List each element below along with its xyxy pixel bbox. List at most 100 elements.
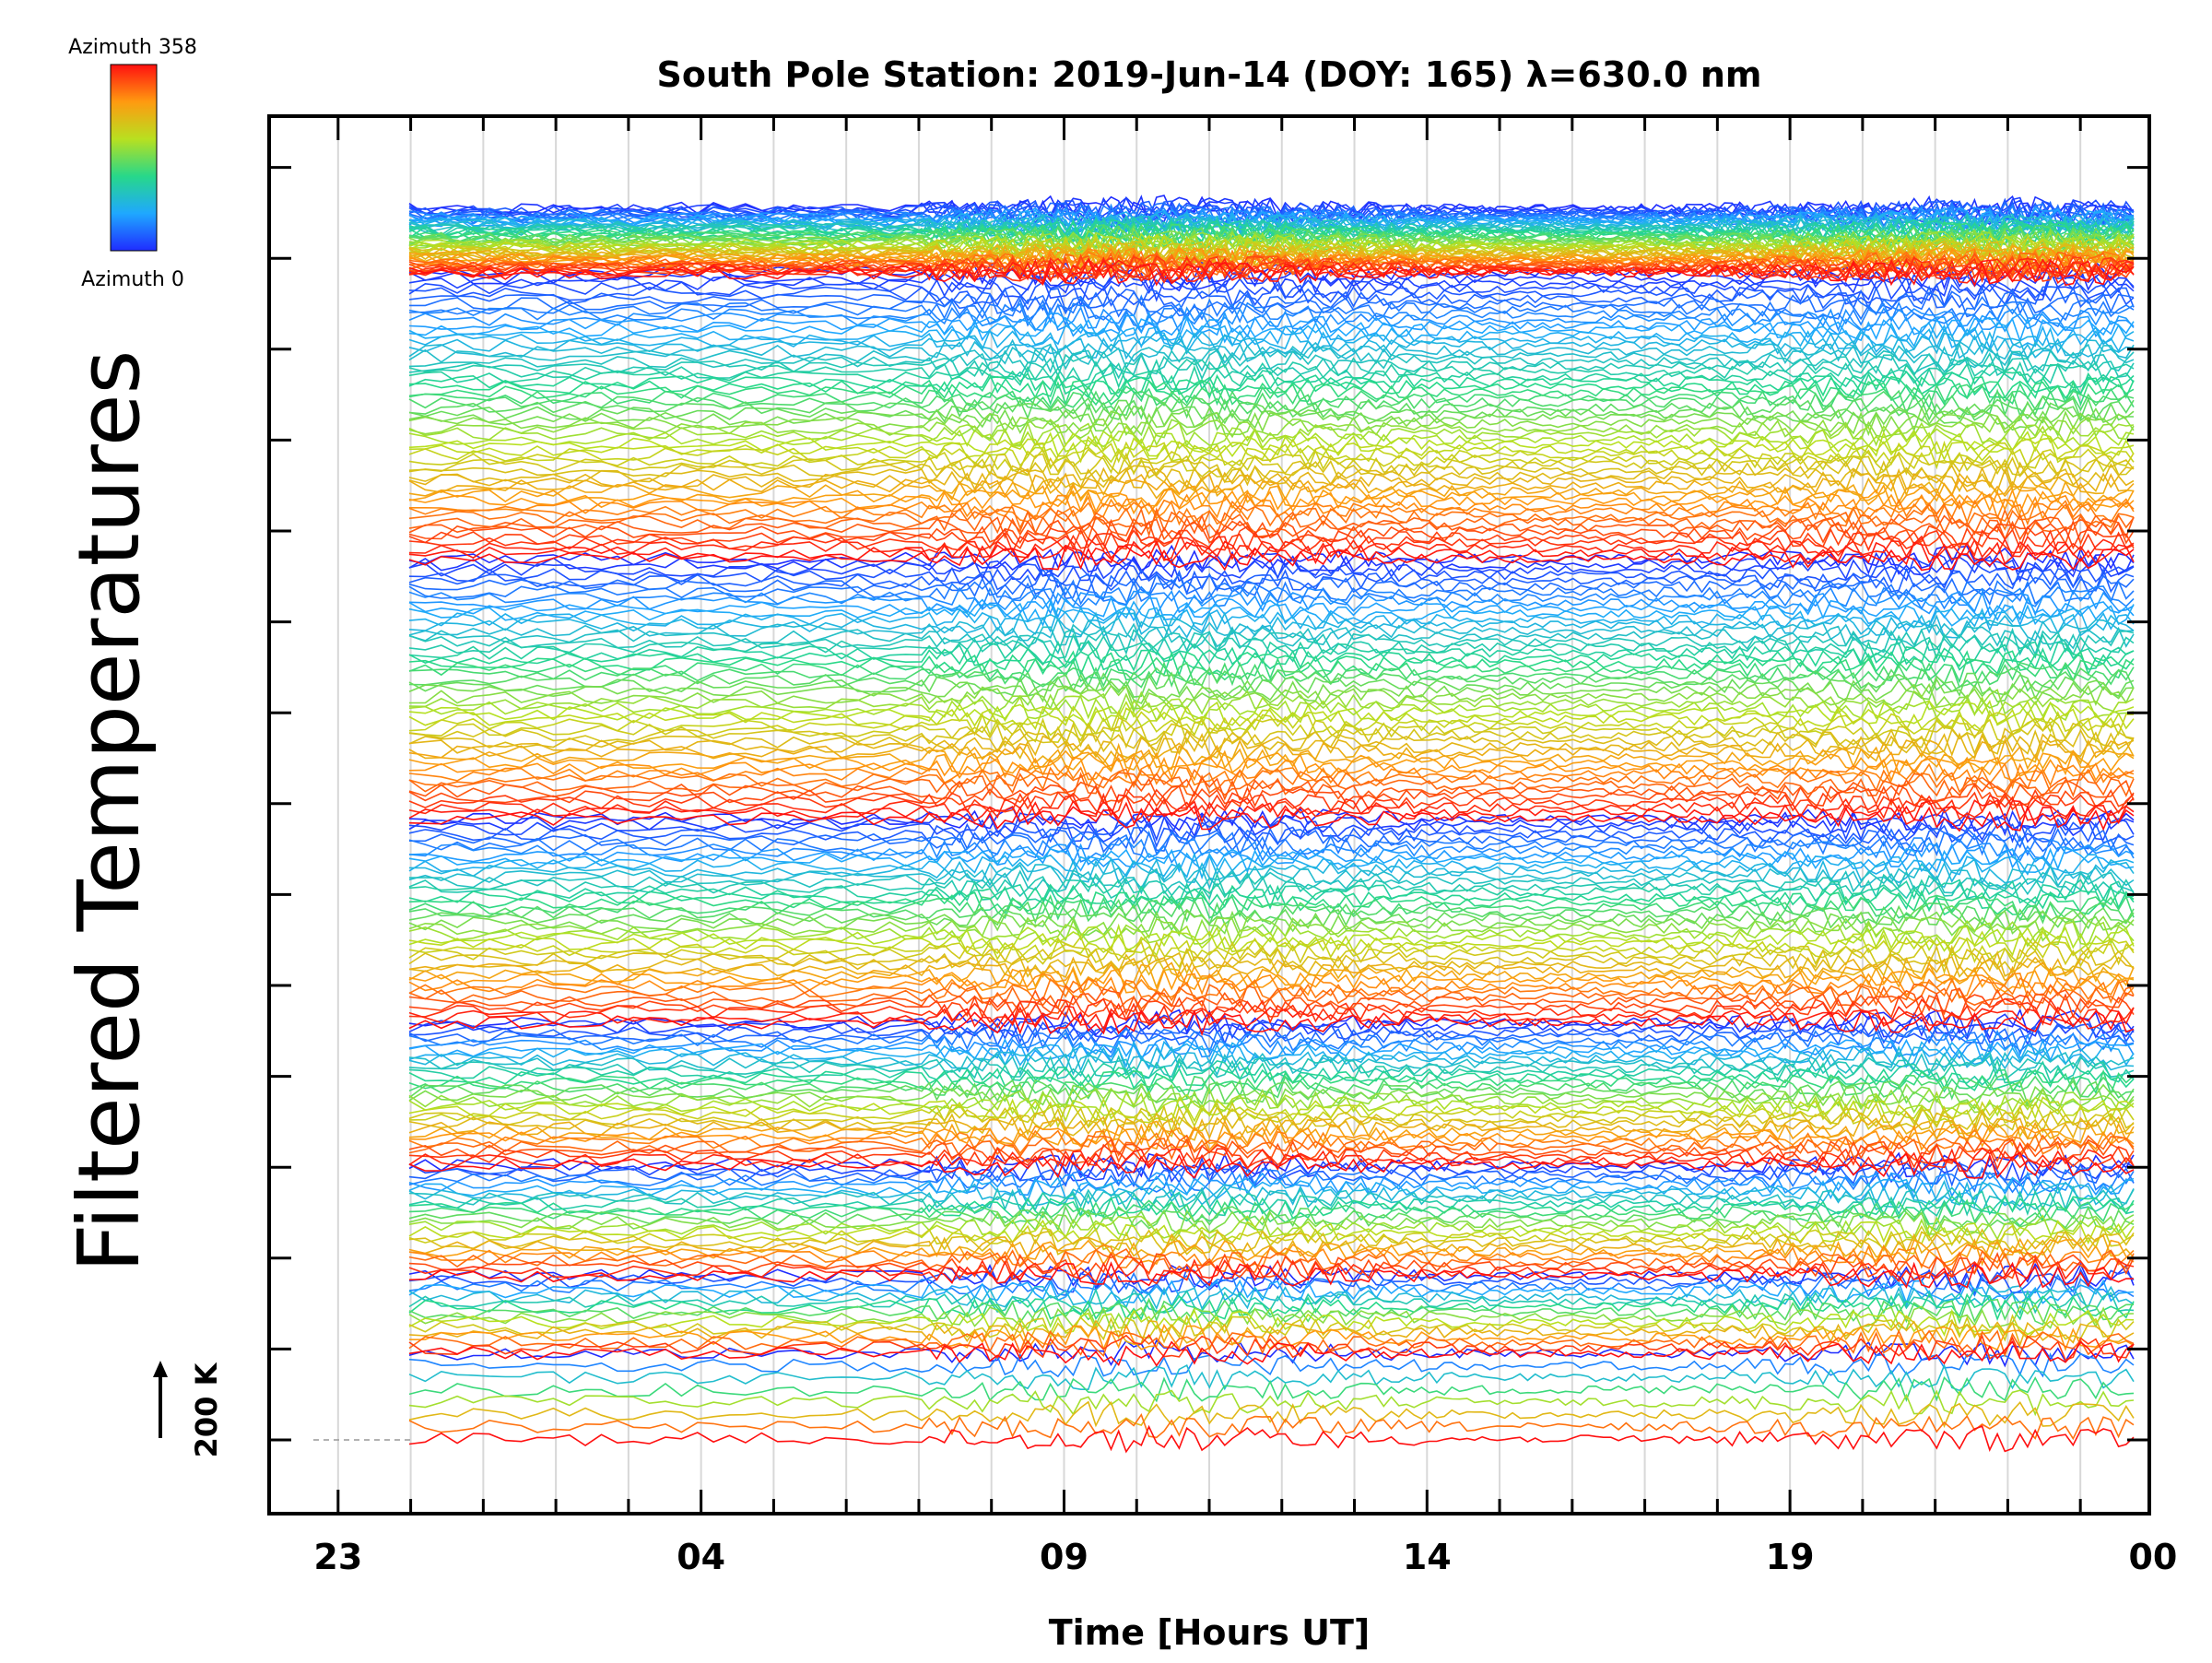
temperature-trace	[408, 425, 2135, 453]
temperature-trace	[408, 523, 2135, 552]
temperature-trace	[408, 351, 2135, 381]
temperature-trace	[408, 671, 2135, 701]
temperature-trace	[408, 1040, 2135, 1068]
temperature-trace	[408, 294, 2135, 324]
temperature-trace	[408, 513, 2135, 541]
temperature-trace	[408, 1101, 2135, 1129]
temperature-trace	[408, 1138, 2135, 1165]
temperature-trace	[408, 1079, 2135, 1106]
temperature-trace	[408, 830, 2135, 859]
temperature-trace	[408, 836, 2135, 864]
temperature-trace	[408, 1329, 2135, 1358]
temperature-trace	[408, 1134, 2135, 1161]
temperature-trace	[408, 878, 2135, 905]
temperature-trace	[408, 1119, 2135, 1148]
temperature-trace	[408, 856, 2135, 886]
temperature-trace	[408, 909, 2135, 938]
temperature-trace	[408, 1314, 2135, 1342]
temperature-trace	[408, 1051, 2135, 1079]
temperature-trace	[408, 316, 2135, 346]
temperature-trace	[408, 1194, 2135, 1222]
colorbar-legend: Azimuth 358 Azimuth 0	[68, 36, 197, 291]
x-tick-labels: 23 04 09 14 19 00	[313, 1537, 2177, 1577]
temperature-trace	[408, 466, 2135, 495]
temperature-trace	[408, 596, 2135, 622]
x-tick-label: 14	[1403, 1537, 1452, 1577]
temperature-trace	[408, 799, 2135, 826]
temperature-trace	[408, 997, 2135, 1026]
temperature-trace	[408, 783, 2135, 809]
temperature-trace	[408, 649, 2135, 678]
scale-bar: 200 K	[153, 1361, 224, 1457]
temperature-trace	[408, 1096, 2135, 1124]
temperature-trace	[408, 1005, 2135, 1032]
temperature-trace	[408, 1115, 2135, 1142]
temperature-trace	[408, 815, 2135, 843]
temperature-trace	[408, 1008, 2135, 1037]
temperature-trace	[408, 478, 2135, 505]
temperature-trace	[408, 987, 2135, 1017]
temperature-trace	[408, 589, 2135, 617]
temperature-trace	[408, 507, 2135, 538]
temperature-trace	[408, 622, 2135, 650]
temperature-trace	[408, 1287, 2135, 1316]
temperature-trace	[408, 1123, 2135, 1151]
temperature-trace	[408, 545, 2135, 572]
temperature-trace	[408, 761, 2135, 790]
temperature-trace	[408, 1303, 2135, 1331]
temperature-trace	[408, 872, 2135, 901]
colorbar-max-label: Azimuth 358	[68, 36, 197, 59]
temperature-trace	[408, 639, 2135, 666]
temperature-trace	[408, 772, 2135, 798]
temperature-trace	[408, 890, 2135, 917]
temperature-trace	[408, 394, 2135, 421]
temperature-trace	[408, 842, 2135, 869]
temperature-trace	[408, 1319, 2135, 1348]
temperature-trace	[408, 883, 2135, 911]
temperature-trace	[408, 1031, 2135, 1059]
temperature-trace	[408, 1400, 2135, 1429]
temperature-trace	[408, 1334, 2135, 1362]
temperature-trace	[408, 820, 2135, 849]
temperature-trace	[408, 722, 2135, 749]
temperature-trace	[408, 1189, 2135, 1218]
temperature-trace	[408, 1412, 2135, 1441]
temperature-trace	[408, 1147, 2135, 1173]
temperature-trace	[409, 492, 2135, 521]
temperature-trace	[408, 1224, 2135, 1252]
temperature-trace	[408, 689, 2135, 716]
temperature-trace	[408, 606, 2135, 633]
temperature-trace	[408, 211, 2135, 239]
temperature-trace	[408, 342, 2135, 370]
temperature-trace	[408, 1104, 2135, 1135]
temperature-trace	[408, 212, 2135, 237]
temperature-trace	[408, 1261, 2135, 1289]
temperature-trace	[408, 256, 2135, 285]
temperature-trace	[408, 472, 2135, 500]
temperature-trace	[408, 944, 2135, 975]
temperature-trace	[408, 1323, 2135, 1352]
temperature-trace	[408, 611, 2135, 639]
temperature-trace	[408, 1065, 2135, 1091]
temperature-trace	[408, 281, 2135, 308]
temperature-trace	[408, 1268, 2135, 1296]
temperature-trace	[408, 1068, 2135, 1096]
temperature-trace	[408, 1151, 2135, 1179]
x-tick-label: 23	[313, 1537, 362, 1577]
temperature-trace	[408, 1179, 2135, 1209]
temperature-trace	[408, 851, 2135, 880]
temperature-trace	[408, 1082, 2135, 1110]
temperature-trace	[408, 237, 2135, 265]
temperature-trace	[408, 1424, 2135, 1454]
temperature-trace	[408, 311, 2135, 338]
temperature-trace	[408, 1228, 2135, 1256]
temperature-trace	[408, 1185, 2135, 1213]
temperature-trace	[408, 498, 2135, 526]
temperature-trace	[408, 732, 2135, 761]
temperature-trace	[408, 1363, 2135, 1392]
temperature-trace	[408, 383, 2135, 410]
temperature-trace	[408, 362, 2135, 391]
temperature-trace	[408, 265, 2135, 292]
temperature-trace	[408, 678, 2135, 705]
temperature-trace	[408, 1219, 2135, 1247]
